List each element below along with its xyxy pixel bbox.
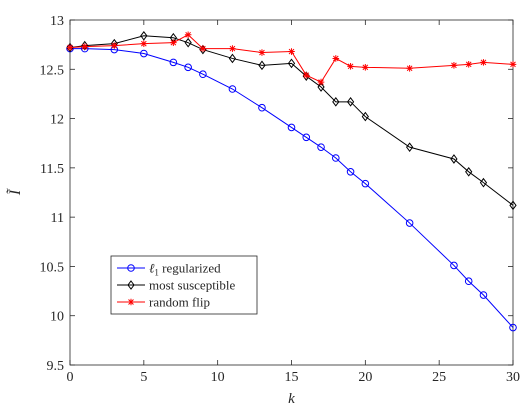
data-point: [140, 40, 148, 47]
x-tick-label: 10: [211, 370, 225, 385]
data-point: [332, 55, 340, 62]
data-point: [169, 58, 178, 67]
data-point: [111, 42, 118, 49]
data-point: [81, 43, 89, 50]
axes: 0 5 10 15 20 25 30 9.5 10 10.5 11 11.5 12 12.5 13 k Ĩ: [6, 14, 520, 405]
data-point: [405, 219, 414, 227]
data-point: [361, 111, 369, 122]
data-point: [332, 154, 340, 162]
data-point: [450, 261, 458, 270]
data-point: [302, 71, 310, 79]
data-point: [258, 103, 266, 112]
data-point: [509, 61, 517, 68]
data-point: [228, 53, 237, 64]
y-tick-label: 10: [50, 310, 64, 325]
data-point: [465, 61, 472, 68]
x-tick-label: 0: [67, 370, 74, 385]
data-point: [346, 168, 355, 176]
data-point: [184, 31, 192, 39]
legend-item: random flip: [117, 295, 210, 310]
data-point: [184, 37, 192, 48]
data-point: [362, 64, 369, 71]
data-point: [258, 60, 266, 71]
data-point: [347, 63, 354, 70]
data-point: [127, 280, 135, 290]
data-point: [464, 277, 473, 286]
y-tick-label: 10.5: [40, 260, 65, 275]
x-tick-label: 15: [285, 370, 299, 385]
x-tick-label: 20: [358, 370, 372, 385]
series-line: [70, 48, 514, 328]
data-point: [361, 179, 370, 188]
data-point: [465, 166, 473, 177]
data-point: [479, 177, 488, 188]
data-point: [317, 82, 325, 92]
series-line: [69, 35, 514, 206]
series-layer: [66, 30, 517, 332]
data-point: [229, 45, 236, 52]
data-point: [450, 154, 458, 164]
y-tick-label: 13: [50, 14, 64, 29]
data-point: [406, 142, 414, 152]
legend-item: ℓ1 regularized: [117, 261, 221, 278]
data-point: [258, 49, 266, 56]
data-point: [288, 48, 295, 55]
data-point: [287, 58, 296, 69]
series-line: [69, 34, 514, 83]
legend-label: random flip: [149, 295, 210, 310]
data-point: [480, 59, 487, 66]
y-tick-label: 12: [50, 113, 64, 128]
data-point: [509, 323, 517, 332]
data-point: [287, 123, 296, 132]
data-point: [127, 264, 135, 272]
y-axis-label: Ĩ: [6, 188, 24, 196]
data-point: [302, 133, 311, 142]
data-point: [199, 45, 207, 52]
y-tick-label: 11.5: [40, 162, 64, 177]
data-point: [140, 49, 148, 58]
legend-item: most susceptible: [117, 278, 236, 293]
data-point: [199, 70, 207, 79]
legend-label: most susceptible: [149, 278, 236, 293]
x-tick-label: 5: [140, 370, 147, 385]
data-point: [317, 78, 325, 86]
data-point: [450, 62, 458, 69]
series-asterisk: [66, 31, 517, 86]
data-point: [170, 39, 177, 46]
legend-label: ℓ1 regularized: [149, 261, 221, 278]
data-point: [140, 30, 148, 41]
data-point: [479, 291, 488, 299]
data-point: [317, 143, 325, 151]
data-point: [127, 298, 135, 306]
y-tick-label: 11: [51, 211, 64, 226]
data-point: [228, 85, 237, 93]
data-point: [509, 200, 517, 211]
data-point: [406, 65, 413, 72]
data-point: [66, 44, 74, 51]
x-tick-label: 25: [432, 370, 446, 385]
x-tick-label: 30: [506, 370, 520, 385]
x-axis-label: k: [288, 391, 295, 405]
data-point: [346, 96, 355, 107]
data-point: [332, 96, 340, 107]
y-tick-label: 9.5: [47, 359, 65, 374]
y-tick-label: 12.5: [40, 63, 65, 78]
data-point: [184, 63, 192, 72]
